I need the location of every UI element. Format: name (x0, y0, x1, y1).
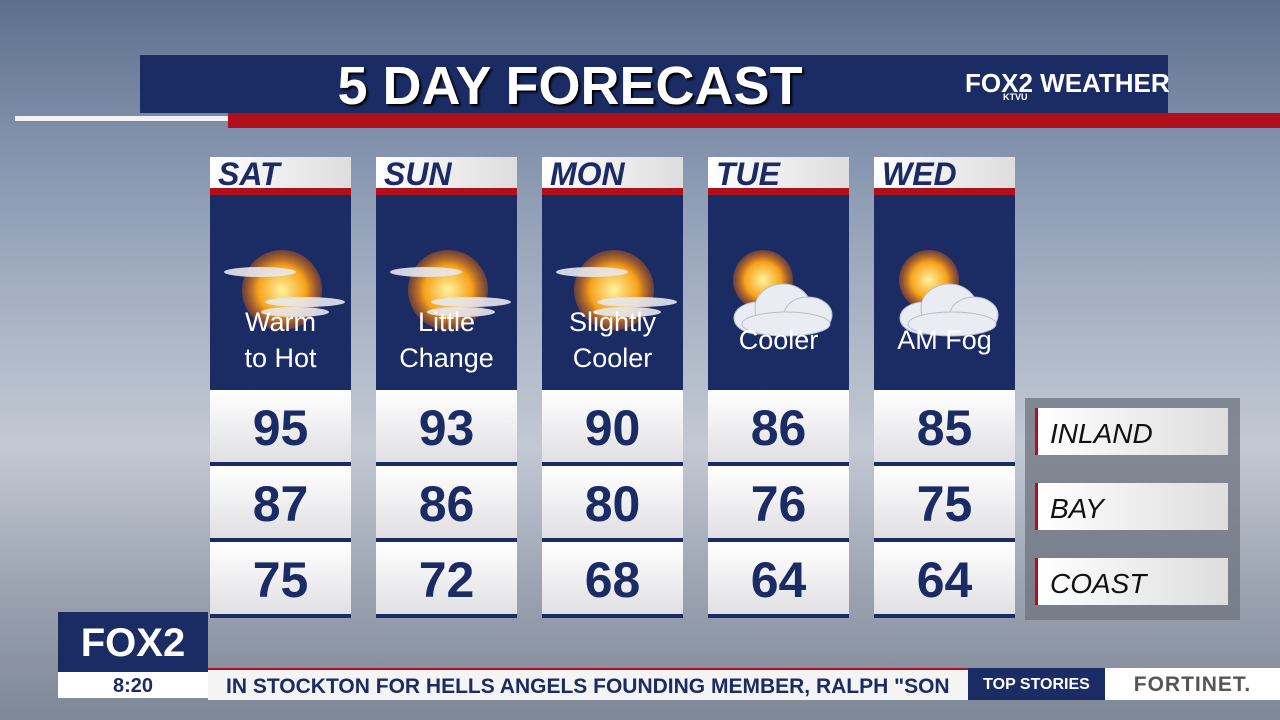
day-accent (874, 188, 1015, 195)
cloud (907, 311, 997, 337)
haze (390, 267, 462, 277)
temperature: 80 (542, 466, 683, 542)
haze (593, 307, 661, 317)
weather-icon (224, 250, 345, 330)
forecast-text: Warm (245, 307, 316, 337)
temperature: 76 (708, 466, 849, 542)
forecast-text: Cooler (572, 343, 653, 373)
weather-icon (899, 250, 999, 337)
region-label: BAY (1035, 483, 1228, 530)
brand-name: FOX (965, 68, 1019, 98)
forecast-text: Cooler (738, 325, 819, 355)
temperature: 95 (210, 390, 351, 466)
temperature: 85 (874, 390, 1015, 466)
brand-number: 2 (1018, 68, 1033, 98)
ticker-section: TOP STORIES (968, 668, 1105, 700)
day-panel: Slightly Cooler (542, 195, 683, 390)
day-panel: AM Fog (874, 195, 1015, 390)
day-label: TUE (708, 157, 849, 191)
haze (265, 297, 345, 307)
temperature: 64 (874, 542, 1015, 618)
weather-icon (556, 250, 677, 330)
temperature: 87 (210, 466, 351, 542)
forecast-text: Little (417, 307, 476, 337)
sponsor: FORTINET. (1105, 668, 1280, 700)
title-bar (140, 55, 1168, 113)
day-label: SAT (210, 157, 351, 191)
cloud (741, 311, 831, 337)
brand-weather: WEATHER (1040, 68, 1170, 98)
day-label: WED (874, 157, 1015, 191)
region-label: INLAND (1035, 408, 1228, 455)
forecast-text: AM Fog (897, 325, 992, 355)
weather-icon (390, 250, 511, 330)
day-accent (376, 188, 517, 195)
haze (224, 267, 296, 277)
temperature: 75 (874, 466, 1015, 542)
title: 5 DAY FORECAST (337, 56, 803, 116)
accent-line (15, 116, 228, 121)
region-panel: INLAND BAY COAST (1025, 398, 1240, 620)
day-accent (708, 188, 849, 195)
temperature: 86 (708, 390, 849, 466)
temperature: 90 (542, 390, 683, 466)
day-label: SUN (376, 157, 517, 191)
forecast-text: Change (399, 343, 494, 373)
haze (427, 307, 495, 317)
day-label: MON (542, 157, 683, 191)
day-accent (210, 188, 351, 195)
haze (261, 307, 329, 317)
temperature: 68 (542, 542, 683, 618)
news-ticker: IN STOCKTON FOR HELLS ANGELS FOUNDING ME… (208, 668, 968, 700)
brand: FOX2 KTVU WEATHER (965, 68, 1170, 102)
haze (597, 297, 677, 307)
weather-icon (733, 250, 833, 337)
temperature: 64 (708, 542, 849, 618)
haze (556, 267, 628, 277)
brand-sub: KTVU (1003, 92, 1028, 102)
region-label: COAST (1035, 558, 1228, 605)
forecast-text: to Hot (244, 343, 317, 373)
temperature: 75 (210, 542, 351, 618)
day-panel: Warm to Hot (210, 195, 351, 390)
haze (431, 297, 511, 307)
station-logo: FOX2 (58, 612, 208, 672)
temperature: 93 (376, 390, 517, 466)
accent-line (228, 113, 1280, 128)
day-accent (542, 188, 683, 195)
day-panel: Cooler (708, 195, 849, 390)
forecast-text: Slightly (568, 307, 657, 337)
temperature: 72 (376, 542, 517, 618)
logo-number: 2 (162, 621, 186, 665)
temperature: 86 (376, 466, 517, 542)
clock: 8:20 (58, 672, 208, 698)
day-panel: Little Change (376, 195, 517, 390)
logo-text: FOX (80, 621, 163, 665)
